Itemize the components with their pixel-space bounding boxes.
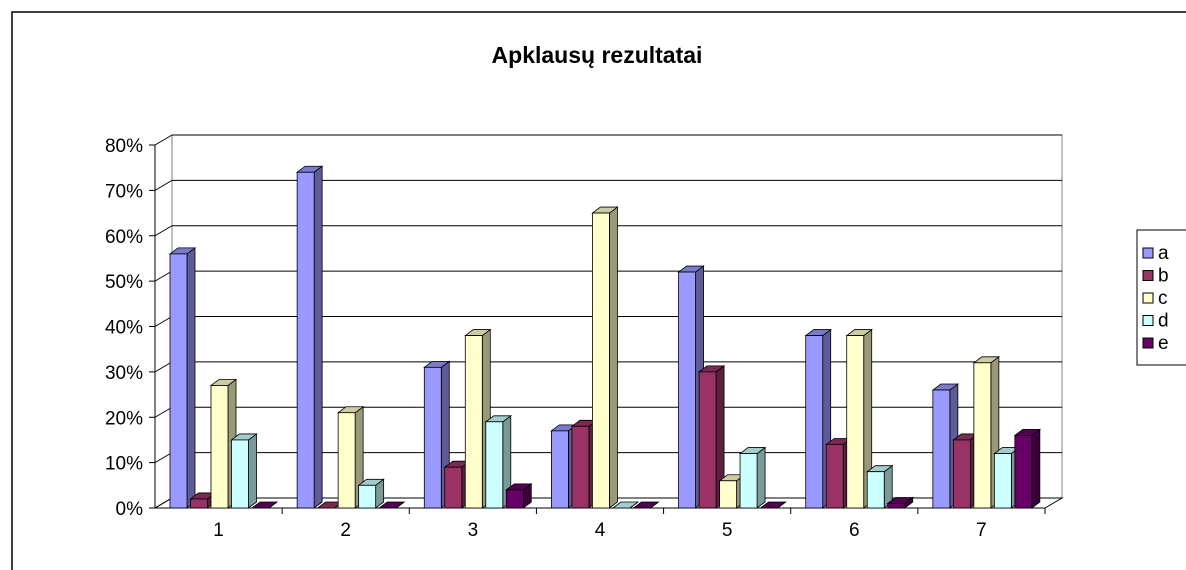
bar-side: [313, 165, 323, 509]
bar-top: [377, 501, 406, 509]
bar-front: [423, 366, 442, 509]
bar-top: [632, 501, 660, 509]
bar-front: [887, 503, 906, 509]
y-tick-label: 0%: [116, 499, 144, 520]
bar: [1013, 428, 1042, 509]
y-tick-label: 40%: [105, 318, 143, 339]
bar: [505, 483, 533, 509]
grid-line-side: [154, 497, 173, 509]
bar: [357, 478, 385, 509]
bar-front: [719, 480, 737, 509]
bar: [250, 501, 279, 509]
bar-front: [464, 335, 483, 509]
bar-front: [739, 453, 758, 509]
bar-front: [444, 466, 463, 509]
bar: [230, 433, 258, 509]
bar-front: [846, 335, 865, 509]
bar: [866, 464, 894, 509]
bar: [759, 501, 787, 509]
bar: [697, 365, 726, 509]
bar: [738, 446, 767, 509]
bar-front: [1014, 434, 1033, 509]
legend-swatch: [1142, 337, 1154, 349]
grid-line-side: [154, 270, 173, 282]
legend-swatch: [1142, 247, 1154, 259]
bar: [886, 496, 914, 509]
bar-front: [993, 453, 1012, 509]
bar-front: [952, 439, 971, 509]
bar: [845, 328, 873, 509]
bar-front: [551, 430, 569, 509]
bar-front: [337, 412, 356, 509]
bar-side: [609, 206, 618, 509]
bar-front: [190, 498, 208, 509]
legend-label: d: [1158, 311, 1169, 332]
bar: [336, 405, 365, 509]
bar-side: [248, 433, 257, 509]
bar-top: [250, 501, 279, 509]
grid-line-side: [154, 452, 173, 464]
grid-line-side: [154, 406, 173, 418]
bar-front: [973, 362, 992, 509]
bar-front: [231, 439, 249, 509]
bar-side: [756, 446, 766, 509]
x-tick-label: 2: [340, 520, 351, 541]
bar: [295, 165, 324, 509]
bar: [377, 501, 406, 509]
x-tick-label: 4: [595, 520, 606, 541]
bar-side: [186, 247, 196, 509]
bar: [611, 501, 640, 509]
grid-line-side: [154, 179, 173, 191]
legend-label: c: [1158, 288, 1168, 309]
grid-line-side: [154, 361, 173, 373]
x-tick-label: 3: [468, 520, 479, 541]
bar-side: [1031, 428, 1041, 509]
bar: [632, 501, 660, 509]
y-tick-label: 20%: [105, 408, 143, 429]
x-tick-label: 5: [722, 520, 733, 541]
x-tick-label: 6: [849, 520, 860, 541]
y-tick-label: 50%: [105, 272, 143, 293]
grid-line-side: [154, 134, 173, 146]
bar-front: [866, 471, 885, 509]
bar: [972, 355, 1001, 509]
bar-front: [698, 371, 717, 509]
x-tick-label: 1: [213, 520, 224, 541]
bar-front: [505, 489, 524, 509]
bar-front: [210, 385, 229, 509]
legend-swatch: [1142, 270, 1154, 281]
y-tick-label: 60%: [105, 227, 143, 248]
grid-line-side: [154, 225, 173, 237]
grid-line-side: [154, 316, 173, 327]
bar-front: [825, 444, 844, 509]
bar-front: [571, 425, 590, 509]
bar-front: [296, 171, 315, 509]
bar-front: [805, 335, 824, 509]
bar-front: [678, 271, 696, 509]
bar: [168, 247, 197, 509]
y-tick-label: 10%: [105, 454, 143, 475]
chart-title: Apklausų rezultatai: [492, 42, 703, 68]
legend-label: a: [1158, 243, 1169, 264]
bar: [591, 206, 619, 509]
bar-front: [358, 484, 377, 509]
y-tick-label: 70%: [105, 181, 143, 202]
bar-top: [611, 501, 640, 509]
bar: [484, 414, 512, 509]
bar-top: [759, 501, 787, 509]
x-tick-label: 7: [976, 520, 987, 541]
legend-label: b: [1158, 266, 1169, 287]
bar-front: [592, 212, 610, 509]
bar-front: [932, 389, 951, 509]
y-tick-label: 80%: [105, 136, 143, 157]
bar-front: [169, 253, 188, 509]
bar-front: [485, 421, 504, 509]
y-tick-label: 30%: [105, 363, 143, 384]
legend-swatch: [1142, 315, 1154, 326]
legend-swatch: [1142, 292, 1154, 304]
legend-label: e: [1158, 333, 1169, 354]
